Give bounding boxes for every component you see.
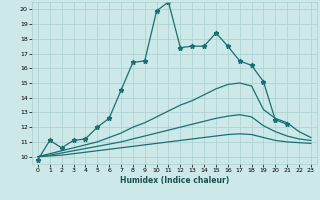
X-axis label: Humidex (Indice chaleur): Humidex (Indice chaleur) [120, 176, 229, 185]
